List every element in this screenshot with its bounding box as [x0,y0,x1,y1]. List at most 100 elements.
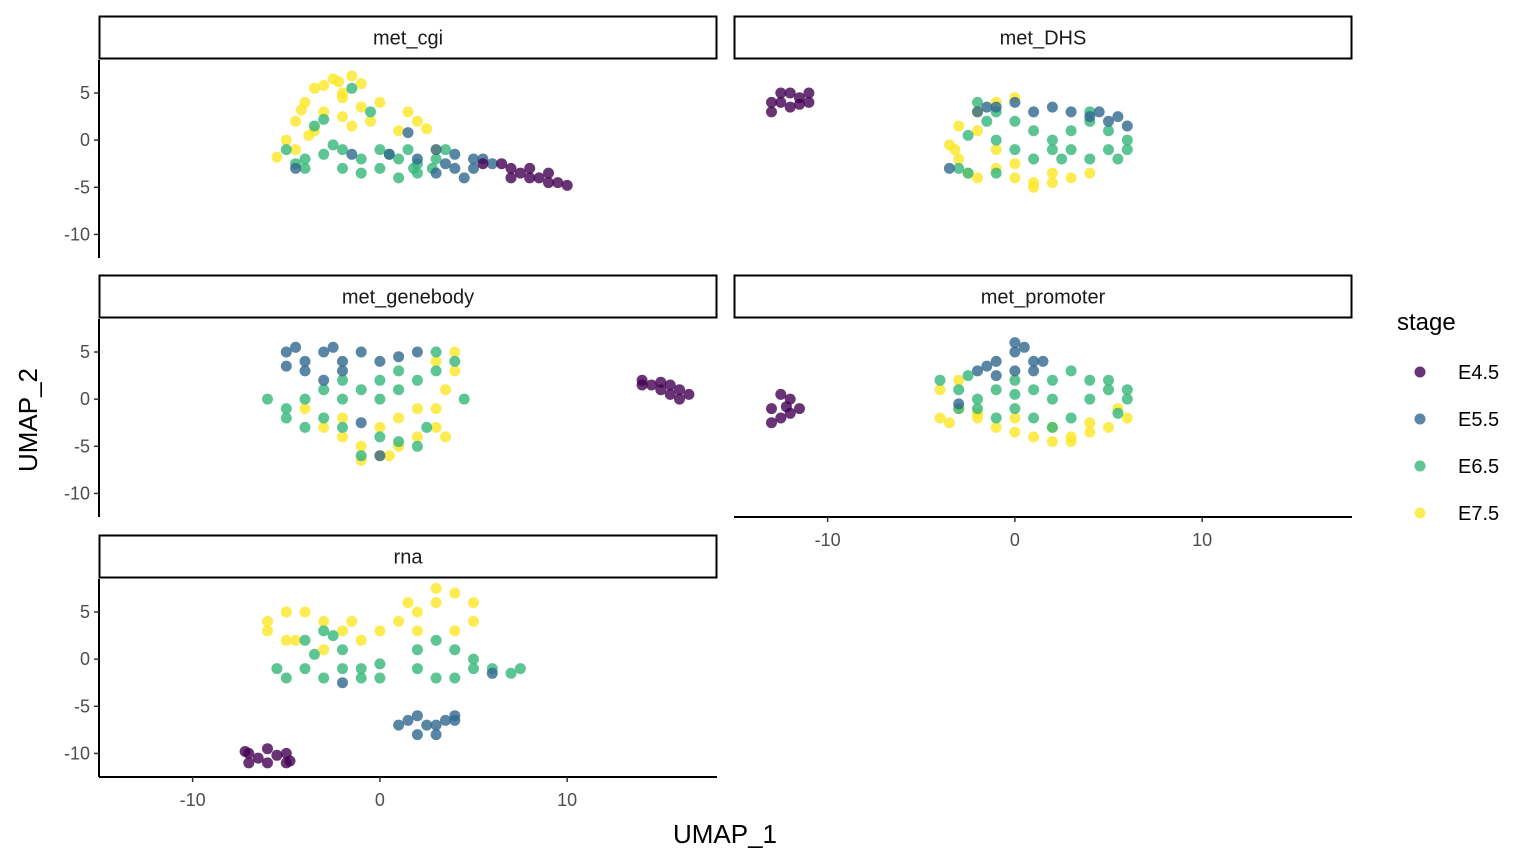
point-e6-5 [337,144,348,156]
point-e6-5 [1121,393,1133,405]
x-tick-label: 10 [557,790,577,810]
point-e6-5 [1046,421,1058,433]
point-e6-5 [408,162,420,174]
point-e6-5 [355,450,367,462]
point-e7-5 [972,125,983,137]
point-e6-5 [962,129,974,141]
point-e5-5 [355,417,367,429]
facet-strip [98,534,718,579]
point-e5-5 [421,719,433,731]
point-e7-5 [430,355,442,367]
point-e4-5 [784,87,796,99]
point-e6-5 [1046,393,1058,405]
point-e7-5 [1065,172,1077,184]
point-e6-5 [1065,365,1077,377]
point-e7-5 [1009,158,1021,170]
point-e4-5 [766,96,777,108]
point-e6-5 [1065,144,1077,156]
point-e5-5 [972,106,983,118]
point-e5-5 [440,714,451,726]
point-e5-5 [280,360,292,372]
point-e5-5 [449,148,461,160]
point-e7-5 [990,421,1002,433]
point-e7-5 [1065,436,1077,448]
point-e7-5 [953,374,965,386]
point-e6-5 [262,393,273,405]
point-e6-5 [299,663,311,675]
point-e6-5 [1028,125,1040,137]
point-e7-5 [430,582,442,594]
point-e4-5 [803,87,815,99]
point-e5-5 [393,351,405,363]
point-e6-5 [346,82,358,94]
point-e7-5 [934,384,946,396]
point-e6-5 [393,436,405,448]
point-e4-5 [780,401,792,413]
legend-label: E7.5 [1458,503,1499,525]
point-e4-5 [561,179,573,191]
legend-key [1414,366,1426,378]
legend: stage E4.5 E5.5 E6.5 E7.5 [1397,309,1499,525]
point-e6-5 [280,144,292,156]
point-e4-5 [674,384,685,396]
point-e5-5 [402,714,414,726]
point-e5-5 [953,398,965,410]
facet-strip-label: rna [394,547,424,569]
legend-key [1414,507,1426,519]
point-e7-5 [430,597,442,609]
point-e5-5 [1028,365,1040,377]
point-e5-5 [440,158,451,170]
points [271,70,573,191]
legend-item-e6-5: E6.5 [1414,456,1499,478]
point-e4-5 [794,403,805,415]
point-e6-5 [990,167,1002,179]
point-e6-5 [1028,153,1040,165]
point-e4-5 [683,388,695,400]
y-tick-label: 0 [80,130,90,150]
point-e7-5 [318,421,330,433]
points [766,87,1133,193]
point-e7-5 [1046,436,1058,448]
point-e7-5 [280,634,292,646]
point-e7-5 [290,144,302,156]
point-e6-5 [972,403,983,415]
legend-item-e7-5: E7.5 [1414,503,1499,525]
point-e6-5 [280,412,292,424]
point-e7-5 [280,134,292,146]
point-e7-5 [308,82,320,94]
point-e6-5 [1065,412,1077,424]
facet-strip [733,274,1353,319]
point-e7-5 [411,625,423,637]
facet-strip-label: met_DHS [1000,28,1087,50]
legend-key [1414,460,1426,472]
point-e7-5 [934,412,946,424]
point-e5-5 [299,355,311,367]
point-e5-5 [1009,96,1021,108]
point-e7-5 [449,587,461,599]
legend-title: stage [1397,309,1456,336]
point-e4-5 [636,379,648,391]
point-e6-5 [449,644,461,656]
point-e4-5 [766,106,777,118]
point-e6-5 [337,162,348,174]
point-e7-5 [449,346,461,358]
point-e6-5 [374,658,386,670]
point-e6-5 [1046,134,1058,146]
point-e7-5 [1009,412,1021,424]
point-e5-5 [1009,365,1021,377]
point-e7-5 [1028,177,1040,189]
facet-strip-label: met_cgi [373,28,443,50]
point-e7-5 [262,625,273,637]
point-e6-5 [355,672,367,684]
legend-label: E4.5 [1458,362,1499,384]
point-e4-5 [664,379,676,391]
point-e6-5 [458,393,470,405]
point-e6-5 [1046,374,1058,386]
point-e6-5 [299,393,311,405]
point-e4-5 [243,757,255,769]
point-e6-5 [430,346,442,358]
point-e5-5 [430,167,442,179]
point-e7-5 [393,412,405,424]
point-e4-5 [271,749,283,761]
